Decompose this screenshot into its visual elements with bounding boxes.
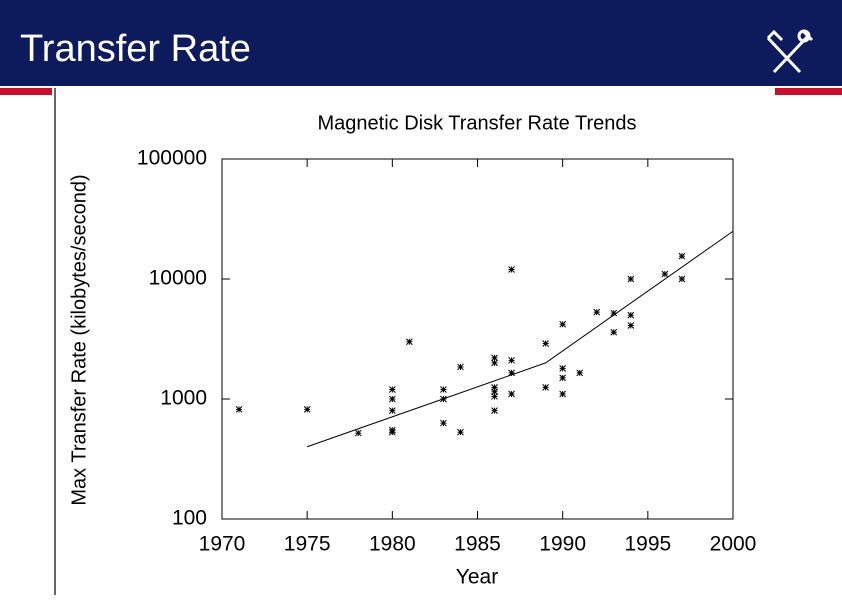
x-tick-label: 1980 xyxy=(369,533,416,556)
data-point xyxy=(508,356,515,364)
data-point xyxy=(678,252,686,260)
data-point xyxy=(559,365,567,372)
data-point xyxy=(576,369,584,377)
data-point xyxy=(508,390,515,398)
data-point xyxy=(559,374,567,382)
data-point xyxy=(610,328,618,336)
y-tick-label: 10000 xyxy=(149,267,207,290)
data-point xyxy=(508,369,515,377)
data-point xyxy=(610,309,618,317)
data-point xyxy=(508,266,515,273)
data-point xyxy=(457,428,464,436)
data-point xyxy=(559,390,567,398)
data-point xyxy=(440,395,447,403)
data-point xyxy=(542,340,549,347)
data-point xyxy=(491,388,498,396)
x-tick-label: 1990 xyxy=(539,533,586,556)
data-point xyxy=(678,275,686,283)
y-axis-label: Max Transfer Rate (kilobytes/second) xyxy=(68,174,90,505)
x-tick-label: 1995 xyxy=(624,533,671,556)
data-point xyxy=(542,384,549,391)
data-point xyxy=(388,395,396,403)
y-tick-label: 100 xyxy=(172,507,207,530)
data-point xyxy=(457,363,464,371)
data-point xyxy=(491,359,498,367)
data-point xyxy=(661,270,669,278)
data-point xyxy=(235,405,243,413)
x-tick-label: 1985 xyxy=(454,533,501,556)
header-band xyxy=(0,0,842,86)
data-point xyxy=(440,419,447,427)
data-point xyxy=(303,405,311,413)
x-tick-label: 1970 xyxy=(199,533,246,556)
data-point xyxy=(388,407,396,414)
data-point xyxy=(627,322,635,329)
x-tick-label: 1975 xyxy=(284,533,331,556)
accent-right xyxy=(775,88,842,95)
logo xyxy=(766,29,814,74)
accent-left xyxy=(0,88,52,95)
data-point xyxy=(388,386,396,393)
data-point xyxy=(491,354,498,362)
x-axis-label: Year xyxy=(456,566,498,589)
data-point xyxy=(491,407,498,414)
data-point xyxy=(491,384,498,391)
trend-line xyxy=(307,230,734,448)
data-point xyxy=(406,338,413,346)
data-point xyxy=(559,320,567,328)
data-point xyxy=(627,311,635,319)
data-point xyxy=(491,393,498,400)
y-tick-label: 100000 xyxy=(137,147,207,170)
data-point xyxy=(354,429,362,437)
data-point xyxy=(593,308,601,316)
slide-title: Transfer Rate xyxy=(20,28,251,70)
chart-title: Magnetic Disk Transfer Rate Trends xyxy=(317,112,636,134)
plot-frame xyxy=(221,158,734,520)
data-point xyxy=(627,275,635,283)
data-point xyxy=(440,386,447,393)
x-tick-label: 2000 xyxy=(710,533,757,556)
data-point xyxy=(388,426,396,434)
y-tick-label: 1000 xyxy=(160,387,207,410)
